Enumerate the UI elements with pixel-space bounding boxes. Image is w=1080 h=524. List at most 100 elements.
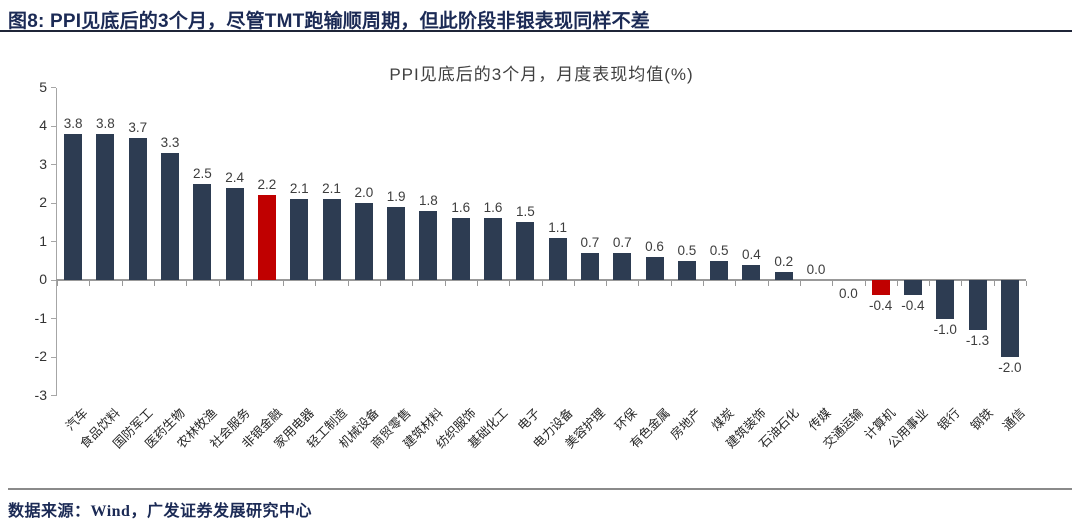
bar-value-label: 3.8 bbox=[63, 115, 83, 131]
bar bbox=[290, 199, 309, 280]
bar bbox=[677, 260, 696, 280]
bar-value-label: 0.6 bbox=[645, 238, 664, 254]
bar bbox=[257, 195, 276, 280]
bar-value-label: -0.4 bbox=[901, 298, 925, 314]
bar bbox=[451, 218, 470, 280]
bar bbox=[387, 206, 406, 280]
data-source-note: 数据来源：Wind，广发证券发展研究中心 bbox=[8, 503, 312, 520]
y-tick-label: -2 bbox=[34, 348, 47, 364]
bar-value-label: -1.3 bbox=[965, 333, 990, 349]
y-axis-tick bbox=[51, 87, 56, 88]
bar-value-label: 3.7 bbox=[128, 119, 148, 135]
bar-value-label: 2.1 bbox=[289, 181, 309, 197]
x-axis-tick bbox=[380, 281, 381, 286]
y-tick-label: 5 bbox=[39, 78, 47, 95]
x-axis-tick bbox=[89, 281, 91, 286]
y-axis-tick bbox=[51, 241, 56, 242]
bar-value-label: 3.8 bbox=[96, 115, 115, 131]
x-axis-tick bbox=[412, 281, 414, 286]
bar bbox=[193, 183, 212, 280]
category-label: 通信 bbox=[999, 405, 1028, 434]
y-tick-label: 1 bbox=[39, 232, 47, 249]
category-label: 银行 bbox=[935, 405, 963, 434]
y-axis-tick bbox=[51, 395, 56, 396]
bar bbox=[936, 280, 955, 319]
x-axis-tick bbox=[799, 281, 801, 286]
x-axis-tick bbox=[573, 281, 575, 286]
bar bbox=[742, 264, 761, 280]
bar bbox=[903, 280, 922, 296]
x-axis-tick bbox=[509, 281, 511, 286]
bar bbox=[516, 222, 535, 280]
bar-value-label: 2.2 bbox=[257, 177, 277, 193]
y-axis-line bbox=[56, 87, 57, 396]
x-axis-tick bbox=[476, 281, 478, 286]
bar bbox=[710, 260, 729, 280]
x-axis-tick bbox=[347, 281, 349, 286]
header-divider bbox=[0, 30, 1072, 32]
bar-value-label: 1.8 bbox=[419, 192, 438, 208]
x-axis-tick bbox=[283, 281, 285, 286]
chart-title: PPI见底后的3个月，月度表现均值(%) bbox=[389, 65, 694, 84]
bar bbox=[128, 137, 147, 280]
bar bbox=[161, 152, 180, 280]
y-tick-label: 2 bbox=[39, 194, 47, 210]
bar bbox=[64, 133, 83, 280]
bar bbox=[968, 280, 987, 331]
bar bbox=[613, 253, 632, 280]
bar bbox=[774, 272, 793, 280]
x-axis-tick bbox=[767, 281, 769, 286]
x-axis-tick bbox=[735, 281, 737, 286]
bar bbox=[484, 218, 503, 280]
x-axis-tick bbox=[638, 281, 640, 286]
y-axis-tick bbox=[51, 125, 56, 127]
bar-value-label: 2.0 bbox=[354, 185, 374, 200]
bar-value-label: -0.4 bbox=[869, 298, 893, 314]
x-axis-tick bbox=[315, 281, 317, 286]
x-axis-tick bbox=[929, 281, 931, 286]
x-axis-tick bbox=[606, 281, 608, 286]
bar-value-label: -2.0 bbox=[998, 360, 1022, 375]
x-axis-tick bbox=[896, 281, 898, 286]
bar-value-label: 1.5 bbox=[515, 204, 535, 220]
x-axis-tick bbox=[186, 281, 188, 286]
x-axis-tick bbox=[153, 281, 155, 286]
x-axis-tick bbox=[250, 281, 252, 286]
bar-value-label: 0.7 bbox=[580, 235, 600, 251]
bar bbox=[580, 253, 599, 280]
y-tick-label: -3 bbox=[34, 386, 47, 403]
bar-value-label: 1.9 bbox=[386, 188, 406, 204]
bar-value-label: -1.0 bbox=[933, 321, 957, 337]
x-axis-tick bbox=[703, 281, 704, 286]
x-axis-tick bbox=[961, 281, 963, 286]
y-axis-tick bbox=[51, 356, 56, 358]
bar-value-label: 0.2 bbox=[774, 254, 794, 270]
category-label: 钢铁 bbox=[967, 405, 996, 434]
bar bbox=[96, 133, 115, 280]
bar bbox=[354, 203, 373, 280]
y-axis-tick bbox=[51, 164, 56, 165]
y-axis-tick bbox=[51, 318, 56, 319]
x-axis-tick bbox=[57, 281, 58, 286]
bar-value-label: 0.0 bbox=[806, 262, 826, 277]
x-axis-tick bbox=[1026, 281, 1027, 286]
x-axis-tick bbox=[444, 281, 446, 286]
y-axis-tick bbox=[51, 202, 56, 204]
y-axis-tick bbox=[51, 279, 56, 281]
bar-value-label: 0.0 bbox=[838, 286, 858, 301]
bar-value-label: 0.5 bbox=[709, 242, 729, 258]
category-label: 房地产 bbox=[668, 405, 705, 443]
x-axis-tick bbox=[218, 281, 220, 286]
bar bbox=[225, 187, 244, 280]
y-tick-label: -1 bbox=[34, 309, 47, 326]
bar-value-label: 0.5 bbox=[677, 242, 697, 258]
x-axis-tick bbox=[864, 281, 866, 286]
bar-value-label: 0.4 bbox=[742, 246, 761, 262]
x-axis-tick bbox=[670, 281, 672, 286]
bar bbox=[645, 256, 664, 280]
bar bbox=[871, 280, 890, 296]
bar-value-label: 1.1 bbox=[548, 219, 568, 235]
bar-value-label: 2.4 bbox=[225, 169, 245, 185]
